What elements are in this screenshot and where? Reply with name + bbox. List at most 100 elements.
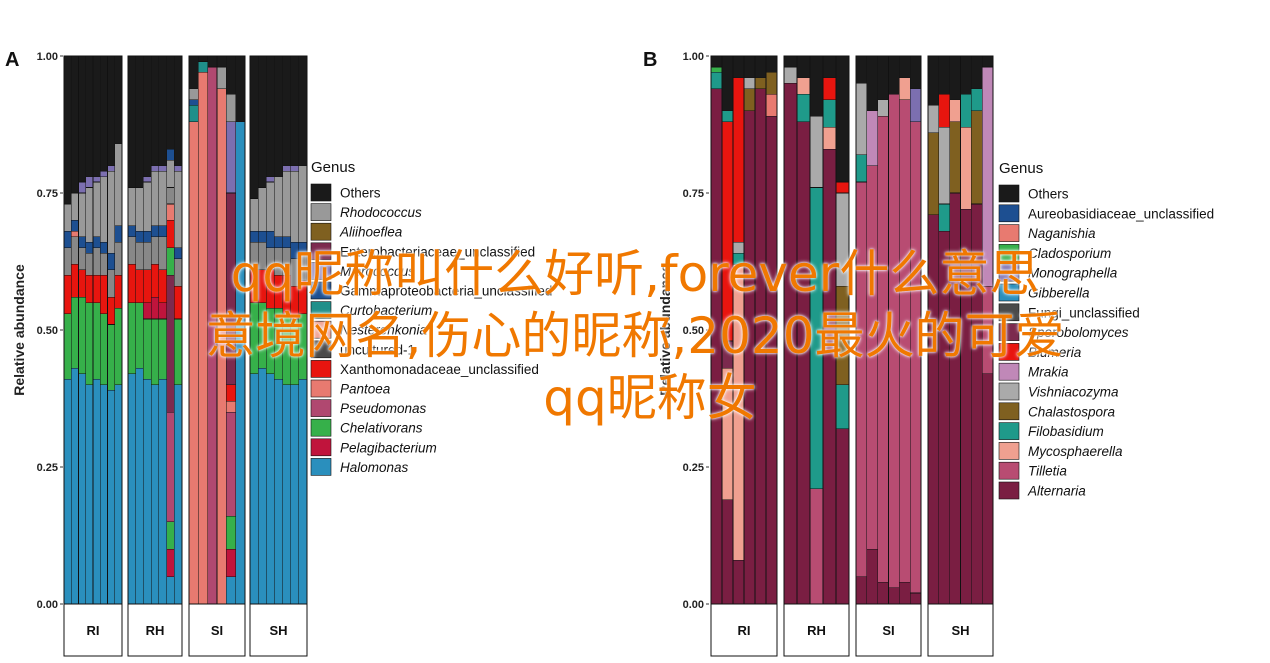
bar-segment-others <box>822 55 837 79</box>
legend-swatch-rhodococcus <box>310 203 332 221</box>
legend-label-pelagibacterium: Pelagibacterium <box>340 440 437 455</box>
y-tick-label: 0.50 <box>683 325 704 337</box>
y-tick-label: 0.00 <box>37 599 58 611</box>
bar-segment-others <box>783 55 798 68</box>
legend-swatch-gammaproteobacteria-unclassified <box>310 281 332 300</box>
legend-swatch-uncultured-1 <box>310 340 332 359</box>
facet-strip <box>63 603 123 657</box>
bar-segment-filobasidium <box>971 88 983 112</box>
bar-segment-others <box>235 55 246 123</box>
bar-segment-vishniacozyma <box>743 77 756 90</box>
legend-label-halomonas: Halomonas <box>340 460 409 475</box>
y-tick-label: 0.75 <box>37 188 58 200</box>
bar-segment-others <box>114 55 123 144</box>
bar-segment-rhodococcus <box>150 170 160 227</box>
bar-segment-others <box>290 55 300 166</box>
y-tick-label: 1.00 <box>683 51 704 63</box>
bar-segment-others <box>927 55 940 106</box>
bar-segment-chelativorans <box>166 521 175 550</box>
legend-swatch-curtobacterium <box>310 301 332 319</box>
bar-segment-mrakia <box>866 110 878 166</box>
bar-segment-rhodococcus <box>78 192 87 238</box>
bar-segment-mycosphaerella <box>899 77 911 101</box>
bar-segment-blumeria <box>835 181 850 194</box>
bar-segment-halomonas <box>173 384 183 605</box>
legend-label-rhodococcus: Rhodococcus <box>340 205 422 220</box>
bar-segment-chalastospora <box>927 132 940 216</box>
legend-swatch-pantoea <box>310 379 332 398</box>
legend-label-mrakia: Mrakia <box>1028 365 1069 380</box>
legend-label-chelativorans: Chelativorans <box>340 421 423 436</box>
bar-segment-others <box>99 55 108 172</box>
bar-segment-others <box>809 55 824 117</box>
bar-segment-others <box>754 55 767 79</box>
bar-segment-pantoea <box>70 231 79 238</box>
bar-segment-filobasidium <box>710 72 723 90</box>
legend-swatch-xanthomonadaceae-unclassified <box>310 360 332 378</box>
bar-segment-gammaproteobacteria-unclassified <box>257 231 267 243</box>
bar-segment-rhodococcus <box>290 170 300 243</box>
bar-segment-vishniacozyma <box>927 105 940 134</box>
bar-segment-rhodococcus <box>265 181 275 232</box>
legend-swatch-pelagibacterium <box>310 438 332 457</box>
bar-segment-others <box>92 55 101 177</box>
bar-segment-chalastospora <box>971 110 983 205</box>
legend-title: Genus <box>999 160 1043 177</box>
bar-segment-micrococcus <box>265 176 275 183</box>
bar-segment-alternaria <box>888 587 900 605</box>
bar-segment-rhodococcus <box>114 143 123 227</box>
legend-swatch-sporobolomyces <box>998 323 1020 341</box>
legend-label-sporobolomyces: Sporobolomyces <box>1028 325 1129 340</box>
bar-segment-cladosporium <box>710 66 723 73</box>
legend-label-filobasidium: Filobasidium <box>1028 424 1104 439</box>
legend-label-gammaproteobacteria-unclassified: Gammaproteobacteria_unclassified <box>340 284 552 299</box>
legend-label-gibberella: Gibberella <box>1028 286 1090 301</box>
bar-segment-rhodococcus <box>216 66 227 90</box>
bar-segment-chalastospora <box>765 72 778 95</box>
bar-segment-rhodococcus <box>143 181 152 232</box>
bar-segment-blumeria <box>732 77 745 243</box>
bar-segment-others <box>710 55 723 68</box>
bar-segment-others <box>949 55 961 101</box>
bar-segment-tilletia <box>809 488 824 605</box>
bar-segment-micrococcus <box>107 165 116 172</box>
bar-segment-halomonas <box>78 373 87 605</box>
bar-segment-others <box>888 55 900 95</box>
facet-strip <box>783 603 850 657</box>
bar-segment-others <box>226 55 236 95</box>
bar-segment-pseudomonas <box>226 411 236 517</box>
facet-strip-label: SI <box>882 623 894 638</box>
y-tick-label: 0.75 <box>683 188 704 200</box>
bar-segment-halomonas <box>143 379 152 605</box>
facet-strip <box>188 603 246 657</box>
bar-segment-others <box>835 55 850 183</box>
legend-swatch-others <box>310 183 332 202</box>
bar-segment-chelativorans <box>226 516 236 550</box>
bar-segment-halomonas <box>257 368 267 605</box>
legend-swatch-filobasidium <box>998 422 1020 440</box>
bar-segment-others <box>855 55 868 84</box>
bar-segment-halomonas <box>92 379 101 605</box>
panel-label: B <box>643 49 657 71</box>
bar-segment-micrococcus <box>282 165 292 172</box>
legend-swatch-halomonas <box>310 458 332 476</box>
y-tick-label: 1.00 <box>37 51 58 63</box>
bar-segment-halomonas <box>63 379 72 605</box>
bar-segment-blumeria <box>822 77 837 101</box>
bar-segment-others <box>70 55 79 194</box>
legend-swatch-vishniacozyma <box>998 382 1020 401</box>
bar-segment-rhodococcus <box>135 187 144 232</box>
y-tick-label: 0.25 <box>683 462 704 474</box>
legend-swatch-micrococcus <box>310 262 332 280</box>
facet-strip <box>127 603 183 657</box>
bar-segment-halomonas <box>249 373 259 605</box>
bar-segment-uncultured <box>166 187 175 205</box>
bar-segment-halomonas <box>99 384 108 605</box>
legend-swatch-tilletia <box>998 461 1020 480</box>
bar-segment-halomonas <box>107 389 116 605</box>
bar-segment-others <box>765 55 778 73</box>
legend-label-chalastospora: Chalastospora <box>1028 404 1116 419</box>
facet-strip-label: RI <box>738 623 751 638</box>
bar-segment-rhodococcus <box>70 192 79 221</box>
